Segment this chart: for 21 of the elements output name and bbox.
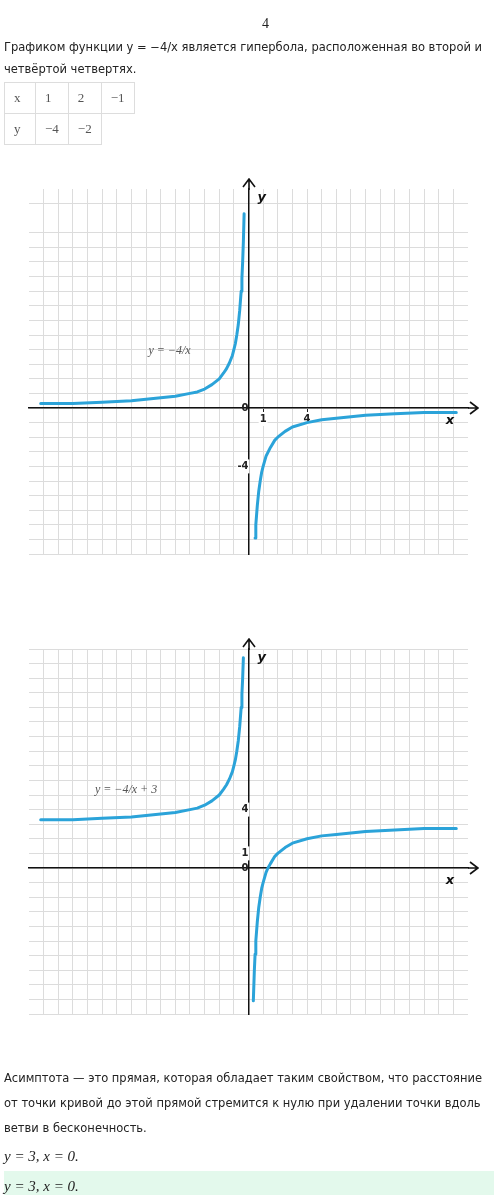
text: y = 3, x = 0. [4,1147,80,1166]
y-tick-label: -4 [237,459,249,471]
text: y = 3, x = 0. [4,1171,494,1195]
text: −1 [110,90,125,105]
text: 4 [262,16,269,32]
series-label: y = −4/x + 3 [93,781,158,796]
x-axis-title: x [444,411,455,427]
text: y = −4/x [147,343,192,358]
text: x [14,90,21,105]
x-axis-title: x [444,871,455,887]
text: 2 [77,90,85,105]
text: Графиком функции y = −4/x является гипербола, расположенная во второй и четвёртой четвертях. [4,39,484,78]
y-axis-title: y [257,648,267,664]
y-axis-title: y [257,188,267,204]
y-tick-label: 1 [241,846,249,858]
text: y [14,121,21,136]
text: −2 [77,121,92,136]
text: −4 [45,121,59,136]
text: Асимптота — это прямая, которая обладает таким свойством, что расстояние от точки кривой до этой прямой стремится к нулю при удалении точки вдоль ветви в бесконечность. [4,1070,483,1137]
y-tick-label: 4 [241,803,249,815]
text: 1 [45,90,52,105]
